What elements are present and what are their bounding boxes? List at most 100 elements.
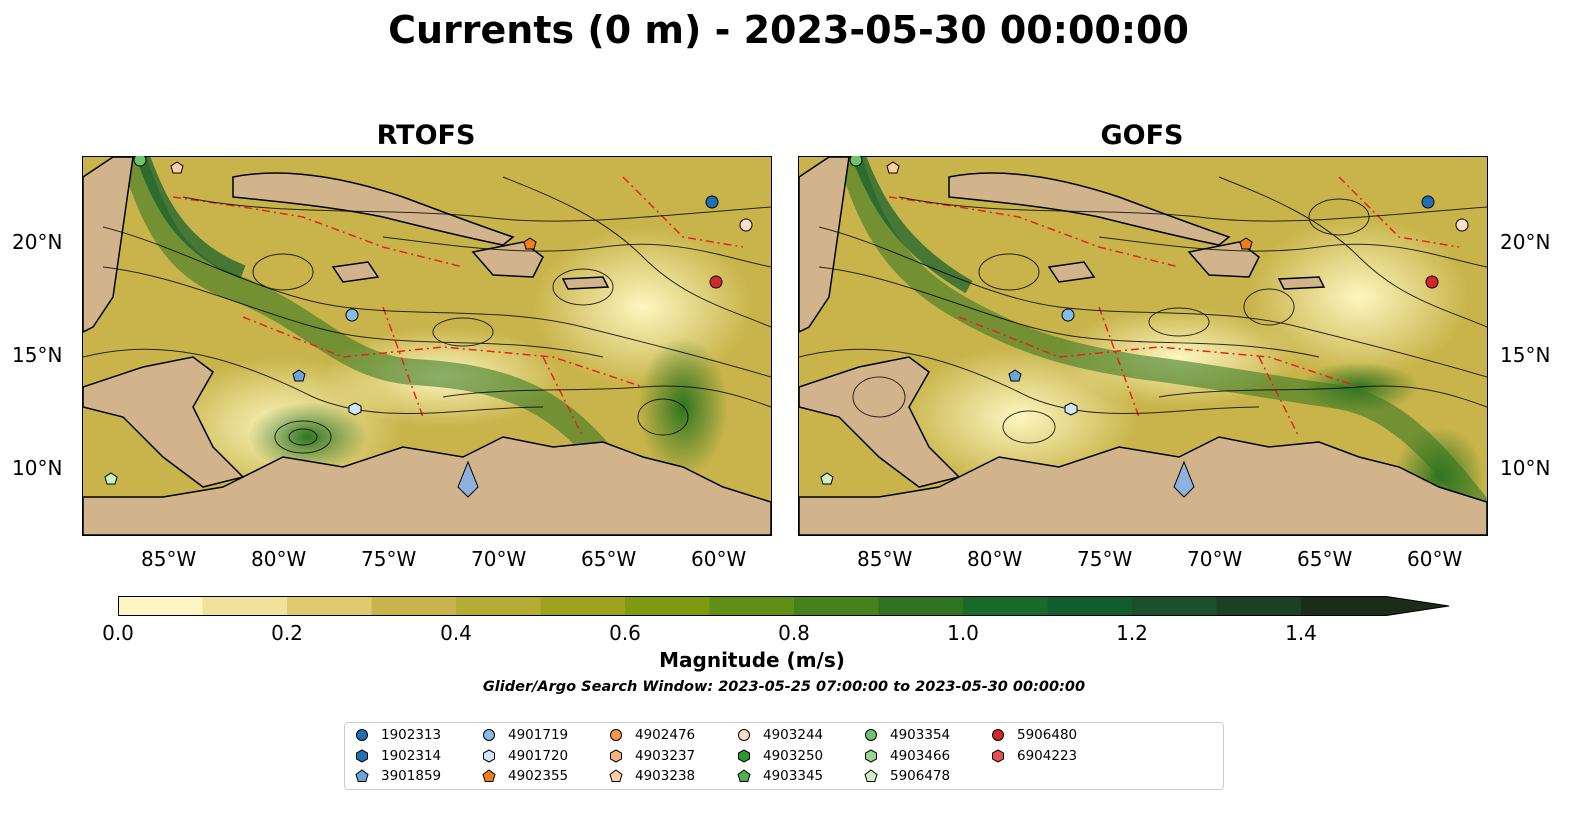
lon-tick-gofs-4: 65°W xyxy=(1297,547,1353,571)
map-gofs-art xyxy=(799,157,1487,535)
hexagon-marker-icon xyxy=(610,749,622,763)
circle-marker-icon xyxy=(738,729,750,741)
cbar-tick-4: 0.8 xyxy=(778,621,810,645)
legend-item-3901859: 3901859 xyxy=(355,766,441,786)
lon-tick-rtofs-0: 85°W xyxy=(141,547,197,571)
hexagon-marker-icon xyxy=(865,749,877,763)
cbar-tick-3: 0.6 xyxy=(609,621,641,645)
hexagon-marker-icon xyxy=(992,749,1004,763)
legend-label: 4903237 xyxy=(635,748,696,764)
colorbar-segment xyxy=(878,596,964,616)
lon-tick-rtofs-5: 60°W xyxy=(691,547,747,571)
legend-label: 4903345 xyxy=(763,768,824,784)
marker-4903244 xyxy=(739,218,753,232)
pentagon-marker-icon xyxy=(482,769,496,782)
legend-item-4901720: 4901720 xyxy=(482,746,568,766)
legend-label: 4903250 xyxy=(763,748,824,764)
marker-4903354 xyxy=(133,156,147,167)
colorbar-segment xyxy=(1132,596,1217,616)
marker-3901859 xyxy=(292,369,306,382)
lat-tick-right-2: 10°N xyxy=(1500,456,1551,480)
marker-1902313 xyxy=(705,195,719,209)
colorbar-segment xyxy=(456,596,541,616)
circle-marker-icon xyxy=(483,729,495,741)
legend-item-4902476: 4902476 xyxy=(609,725,695,745)
colorbar-segment xyxy=(202,596,288,616)
hexagon-marker-icon xyxy=(483,749,495,763)
legend-item-4901719: 4901719 xyxy=(482,725,568,745)
legend-item-4903238: 4903238 xyxy=(609,766,695,786)
cbar-tick-2: 0.4 xyxy=(440,621,472,645)
cbar-tick-0: 0.0 xyxy=(102,621,134,645)
legend-label: 5906480 xyxy=(1017,727,1078,743)
legend-label: 4903244 xyxy=(763,727,824,743)
pentagon-marker-icon xyxy=(609,769,623,782)
colorbar-segment xyxy=(625,596,710,616)
colorbar-segment xyxy=(1301,596,1450,616)
legend-item-4903466: 4903466 xyxy=(864,746,950,766)
cbar-tick-6: 1.2 xyxy=(1116,621,1148,645)
legend-label: 4902476 xyxy=(635,727,696,743)
legend-label: 4903238 xyxy=(635,768,696,784)
legend-item-6904223: 6904223 xyxy=(991,746,1077,766)
marker-4903244-gofs xyxy=(1455,218,1469,232)
colorbar-label: Magnitude (m/s) xyxy=(659,648,845,672)
colorbar-segment xyxy=(1047,596,1133,616)
legend-item-1902314: 1902314 xyxy=(355,746,441,766)
lat-tick-left-0: 20°N xyxy=(12,230,63,254)
search-window-subtitle: Glider/Argo Search Window: 2023-05-25 07… xyxy=(482,679,1086,695)
float-markers-gofs xyxy=(820,156,1469,485)
colorbar-segment xyxy=(371,596,457,616)
marker-4901719-gofs xyxy=(1061,308,1075,322)
colorbar-outline xyxy=(118,596,1450,616)
marker-4903238-gofs xyxy=(886,161,900,174)
legend-label: 4903466 xyxy=(890,748,951,764)
lat-tick-right-1: 15°N xyxy=(1500,343,1551,367)
marker-4901720 xyxy=(348,402,362,416)
legend-label: 1902313 xyxy=(381,727,442,743)
map-rtofs xyxy=(82,156,772,536)
marker-4901719 xyxy=(345,308,359,322)
legend-label: 1902314 xyxy=(381,748,442,764)
legend-label: 4901720 xyxy=(508,748,569,764)
legend-item-4903250: 4903250 xyxy=(737,746,823,766)
map-gofs xyxy=(798,156,1488,536)
map-rtofs-art xyxy=(83,157,771,535)
lat-tick-right-0: 20°N xyxy=(1500,230,1551,254)
legend-item-4903354: 4903354 xyxy=(864,725,950,745)
colorbar-segment xyxy=(963,596,1048,616)
legend-item-4903244: 4903244 xyxy=(737,725,823,745)
colorbar-segment xyxy=(287,596,372,616)
colorbar-segment xyxy=(540,596,626,616)
marker-4903238 xyxy=(170,161,184,174)
pentagon-marker-icon xyxy=(355,769,369,782)
panel-title-rtofs: RTOFS xyxy=(376,120,476,151)
colorbar-segment xyxy=(794,596,879,616)
lon-tick-rtofs-2: 75°W xyxy=(361,547,417,571)
legend-item-5906480: 5906480 xyxy=(991,725,1077,745)
marker-3901859-gofs xyxy=(1008,369,1022,382)
marker-5906478-gofs xyxy=(820,472,834,485)
marker-4903354-gofs xyxy=(849,156,863,167)
lon-tick-gofs-1: 80°W xyxy=(967,547,1023,571)
legend-item-4902355: 4902355 xyxy=(482,766,568,786)
circle-marker-icon xyxy=(992,729,1004,741)
lon-tick-rtofs-1: 80°W xyxy=(251,547,307,571)
colorbar-segment xyxy=(118,596,203,616)
circle-marker-icon xyxy=(865,729,877,741)
lon-tick-gofs-3: 70°W xyxy=(1187,547,1243,571)
pentagon-marker-icon xyxy=(737,769,751,782)
marker-5906478 xyxy=(104,472,118,485)
lon-tick-gofs-5: 60°W xyxy=(1407,547,1463,571)
marker-5906480-gofs xyxy=(1425,275,1439,289)
float-markers-rtofs xyxy=(104,156,753,485)
cbar-tick-5: 1.0 xyxy=(947,621,979,645)
legend-item-4903237: 4903237 xyxy=(609,746,695,766)
legend-item-1902313: 1902313 xyxy=(355,725,441,745)
legend-label: 5906478 xyxy=(890,768,951,784)
legend-item-4903345: 4903345 xyxy=(737,766,823,786)
cbar-tick-7: 1.4 xyxy=(1285,621,1317,645)
colorbar-segment xyxy=(709,596,795,616)
hexagon-marker-icon xyxy=(356,749,368,763)
lon-tick-gofs-2: 75°W xyxy=(1077,547,1133,571)
